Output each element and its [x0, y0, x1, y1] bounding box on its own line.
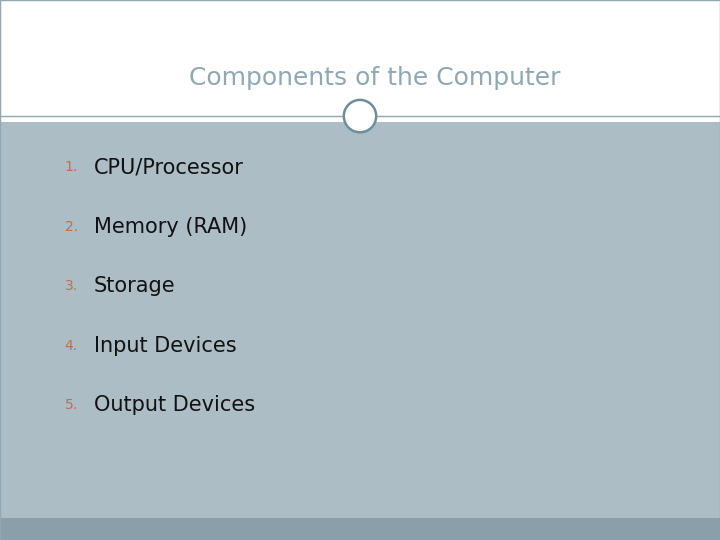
Text: CPU/Processor: CPU/Processor: [94, 157, 243, 178]
Text: 5.: 5.: [65, 398, 78, 412]
Circle shape: [344, 100, 376, 132]
Text: Storage: Storage: [94, 276, 175, 296]
FancyBboxPatch shape: [0, 122, 720, 518]
FancyBboxPatch shape: [0, 518, 720, 540]
Text: 3.: 3.: [65, 279, 78, 293]
Text: Output Devices: Output Devices: [94, 395, 255, 415]
FancyBboxPatch shape: [0, 0, 720, 122]
Text: 1.: 1.: [65, 160, 78, 174]
Text: 4.: 4.: [65, 339, 78, 353]
Text: 2.: 2.: [65, 220, 78, 234]
Text: Components of the Computer: Components of the Computer: [189, 66, 560, 90]
Text: Memory (RAM): Memory (RAM): [94, 217, 247, 237]
Text: Input Devices: Input Devices: [94, 335, 236, 356]
